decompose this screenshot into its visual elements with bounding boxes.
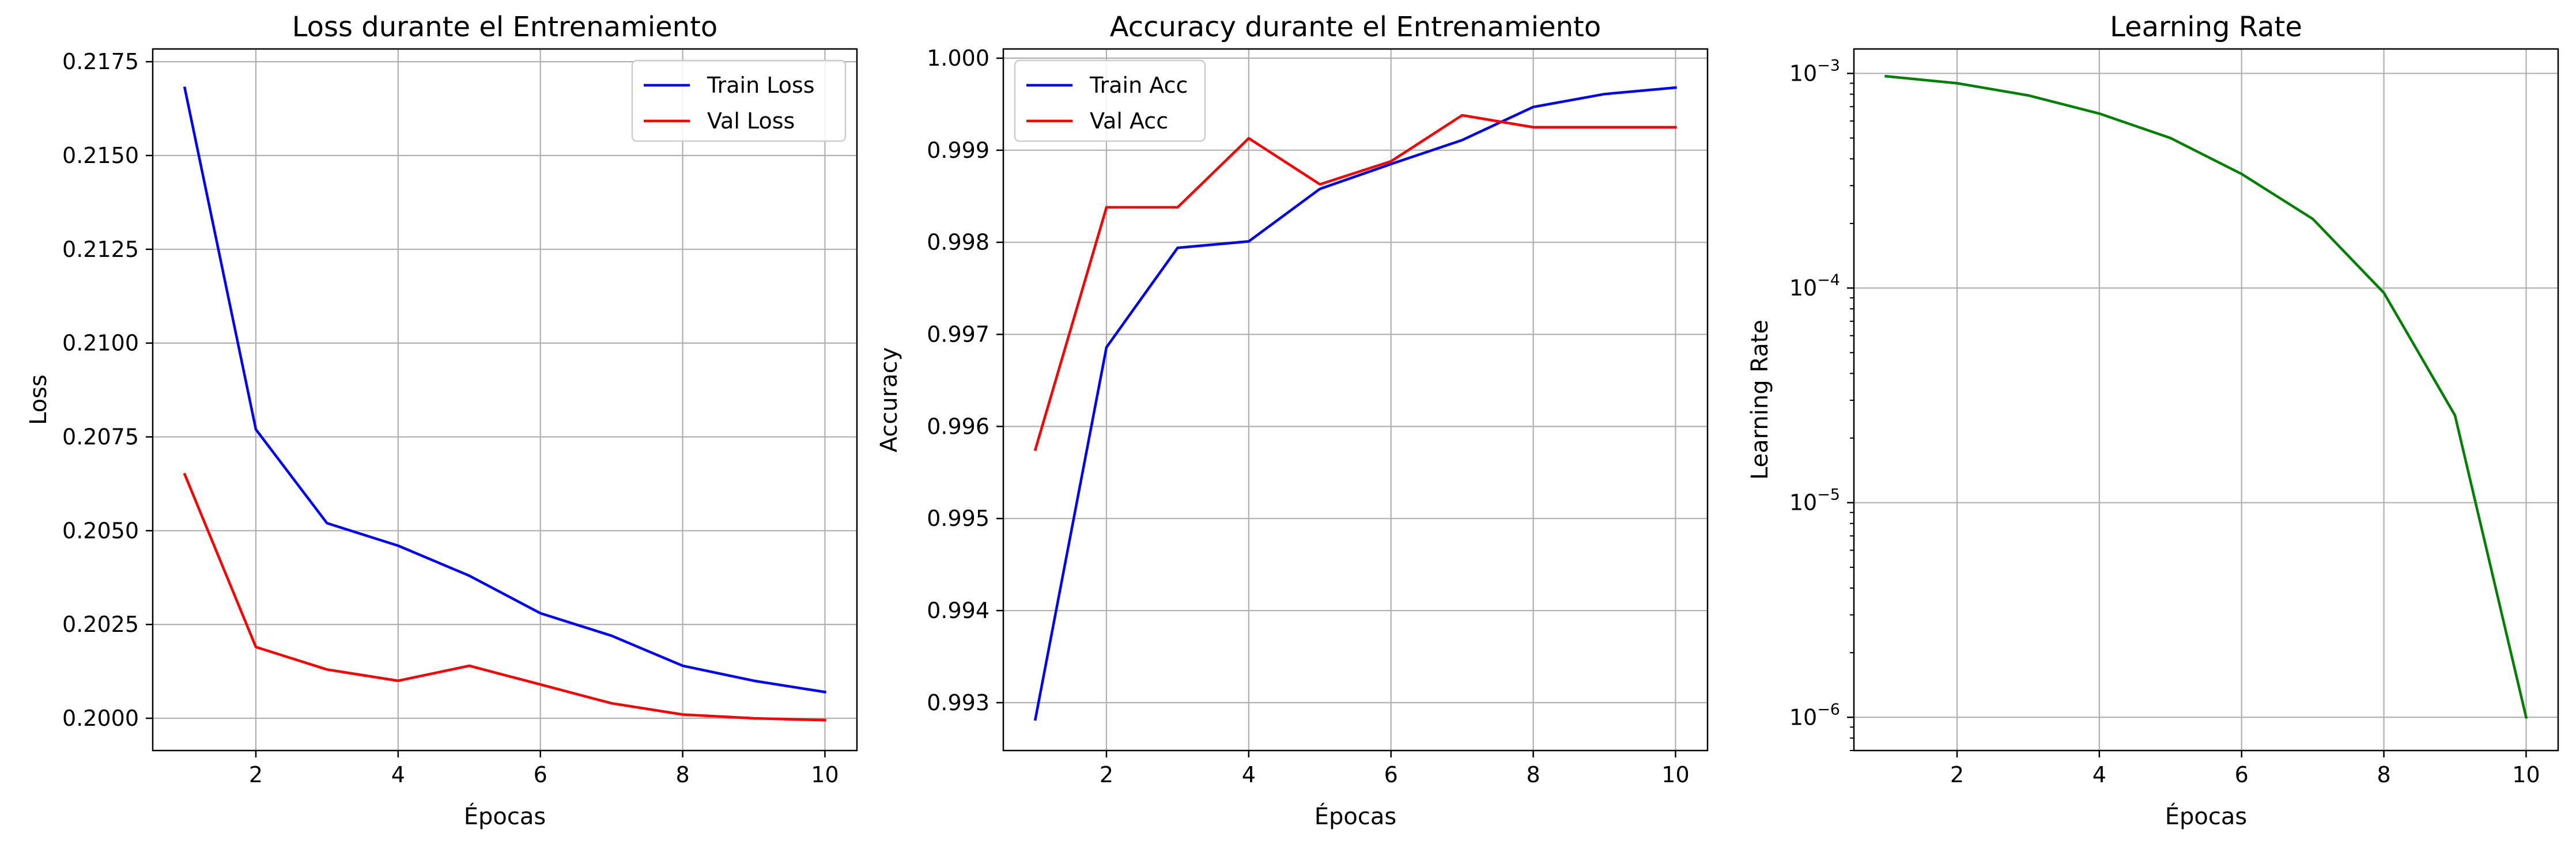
legend: Train Loss Val Loss — [631, 59, 847, 142]
y-tick-label: 0.999 — [927, 138, 989, 163]
x-tick-label: 2 — [1950, 762, 1964, 787]
y-tick-label: 0.2125 — [62, 237, 139, 262]
plot-frame — [1002, 48, 1709, 752]
x-tick-label: 10 — [1661, 762, 1689, 787]
y-tick-label: 0.2075 — [62, 424, 139, 449]
plot-frame — [152, 48, 858, 752]
chart-title: Loss durante el Entrenamiento — [292, 11, 718, 43]
x-tick-label: 8 — [675, 762, 689, 787]
legend-label: Train Loss — [707, 73, 815, 98]
legend: Train Acc Val Acc — [1014, 59, 1206, 142]
chart-title: Accuracy durante el Entrenamiento — [1110, 11, 1601, 43]
x-tick-label: 2 — [1100, 762, 1113, 787]
y-tick-label: 0.2175 — [62, 49, 139, 74]
series-line-val-acc — [1033, 113, 1677, 452]
series-line-learning-rate — [1884, 74, 2528, 719]
loss-chart: 2 4 6 8 10 0.2000 0.2025 0.2050 0.2075 0.2100 0.21… — [25, 11, 858, 830]
y-tick-label: 0.2025 — [62, 612, 139, 637]
x-tick-label: 8 — [1526, 762, 1540, 787]
y-tick-label: 0.998 — [927, 230, 989, 255]
y-tick-label: 10−6 — [1789, 700, 1840, 730]
x-tick-label: 6 — [1384, 762, 1398, 787]
y-tick-label: 0.995 — [927, 506, 989, 531]
legend-label: Val Loss — [707, 108, 795, 134]
y-tick-label: 0.2150 — [62, 143, 139, 168]
y-axis-label: Accuracy — [876, 347, 902, 453]
y-tick-label: 1.000 — [927, 46, 989, 71]
y-tick-label: 10−4 — [1789, 271, 1840, 301]
x-tick-label: 4 — [1242, 762, 1256, 787]
x-tick-label: 10 — [811, 762, 838, 787]
x-tick-label: 4 — [2092, 762, 2106, 787]
series-line-val-loss — [183, 472, 826, 722]
x-tick-label: 4 — [391, 762, 405, 787]
y-tick-label: 0.2050 — [62, 518, 139, 543]
y-tick-label: 0.2000 — [62, 706, 139, 731]
legend-label: Train Acc — [1089, 73, 1188, 98]
learning-rate-chart: 2 4 6 8 10 10−6 10−5 10−4 10−3 Learning Rate Época… — [1747, 11, 2559, 830]
x-tick-label: 6 — [2235, 762, 2249, 787]
y-tick-label: 0.996 — [927, 414, 989, 439]
x-tick-label: 8 — [2377, 762, 2390, 787]
y-tick-label: 0.997 — [927, 322, 989, 347]
series-line-train-loss — [183, 86, 827, 694]
y-axis-label: Loss — [25, 374, 52, 425]
y-tick-label: 0.2100 — [62, 331, 139, 356]
x-tick-label: 10 — [2512, 762, 2540, 787]
x-axis-label: Épocas — [2165, 802, 2247, 830]
y-axis-label: Learning Rate — [1747, 320, 1773, 480]
x-tick-label: 2 — [249, 762, 263, 787]
chart-title: Learning Rate — [2110, 11, 2302, 43]
x-axis-label: Épocas — [1315, 802, 1396, 830]
y-tick-label: 0.993 — [927, 690, 989, 715]
accuracy-chart: 2 4 6 8 10 0.993 0.994 0.995 0.996 0.997 0.998 0.99… — [876, 11, 1709, 830]
legend-label: Val Acc — [1090, 108, 1168, 134]
x-axis-label: Épocas — [464, 802, 546, 830]
y-tick-label: 0.994 — [927, 598, 989, 623]
y-tick-label: 10−5 — [1789, 486, 1840, 516]
series-line-train-acc — [1033, 86, 1677, 721]
x-tick-label: 6 — [534, 762, 547, 787]
y-tick-label: 10−3 — [1789, 56, 1840, 86]
